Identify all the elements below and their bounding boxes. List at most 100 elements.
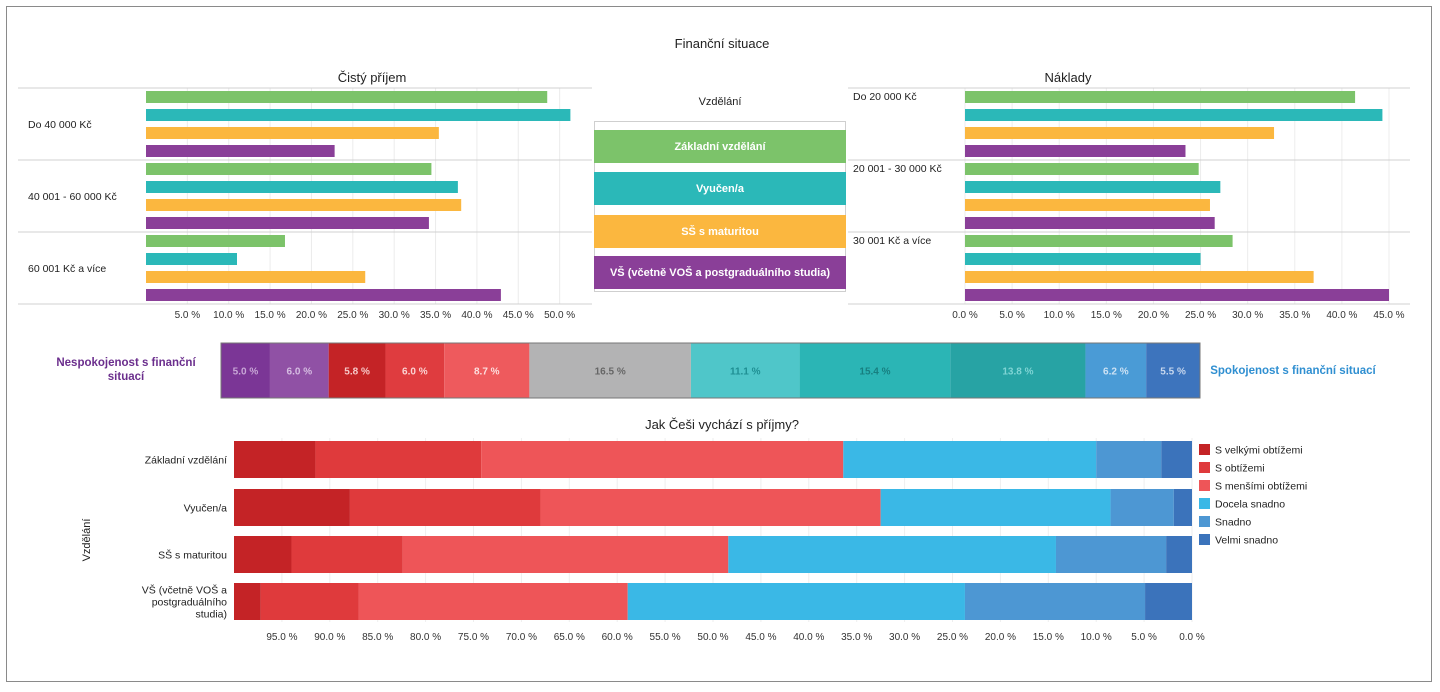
segment <box>1110 489 1174 526</box>
segment-label: 8.7 % <box>474 367 500 378</box>
legend-ss: SŠ s maturitou <box>594 215 846 248</box>
segment <box>1173 489 1192 526</box>
x-tick-label: 40.0 % <box>793 632 824 643</box>
segment <box>880 489 1111 526</box>
x-tick-label: 80.0 % <box>410 632 441 643</box>
bar <box>146 127 439 139</box>
segment <box>315 441 482 478</box>
x-tick-label: 10.0 % <box>1044 310 1075 321</box>
category-label: Vyučen/a <box>184 503 228 515</box>
x-tick-label: 30.0 % <box>1232 310 1263 321</box>
category-label: Základní vzdělání <box>145 455 227 467</box>
segment-label: 5.8 % <box>344 367 370 378</box>
segment <box>1161 441 1192 478</box>
category-label: 60 001 Kč a více <box>28 263 106 275</box>
segment <box>234 441 316 478</box>
x-tick-label: 20.0 % <box>296 310 327 321</box>
bar <box>965 91 1356 103</box>
segment <box>1096 441 1162 478</box>
bar <box>965 163 1199 175</box>
satisfaction-label: Spokojenost s finanční situací <box>1210 365 1376 377</box>
bar <box>965 181 1221 193</box>
segment <box>328 343 386 398</box>
segment <box>269 343 329 398</box>
segment-label: 16.5 % <box>595 367 626 378</box>
legend-swatch <box>1199 480 1210 491</box>
category-label: VŠ (včetně VOŠ a postgraduálního studia) <box>142 584 227 621</box>
bar <box>146 217 429 229</box>
x-tick-label: 45.0 % <box>1373 310 1404 321</box>
legend-label: Snadno <box>1215 517 1251 529</box>
legend-swatch <box>1199 462 1210 473</box>
education-legend-frame <box>594 121 846 292</box>
x-tick-label: 10.0 % <box>213 310 244 321</box>
bar <box>965 235 1233 247</box>
segment-label: 6.2 % <box>1103 367 1129 378</box>
education-legend-title: Vzdělání <box>698 96 742 108</box>
x-tick-label: 70.0 % <box>506 632 537 643</box>
segment <box>1055 536 1167 573</box>
strip-border <box>220 342 1201 399</box>
legend-label: Velmi snadno <box>1215 535 1278 547</box>
bar <box>146 235 285 247</box>
bar <box>965 289 1389 301</box>
segment <box>529 343 691 398</box>
segment <box>1146 343 1200 398</box>
bar <box>146 271 366 283</box>
x-tick-label: 30.0 % <box>379 310 410 321</box>
bar <box>965 217 1215 229</box>
x-tick-label: 25.0 % <box>937 632 968 643</box>
legend-swatch <box>1199 444 1210 455</box>
income-coping-chart: Jak Češi vychází s příjmy? Vzdělání 95.0 %… <box>81 417 1307 643</box>
segment <box>1085 343 1147 398</box>
legend-label: Docela snadno <box>1215 499 1285 511</box>
segment <box>291 536 403 573</box>
x-tick-label: 45.0 % <box>503 310 534 321</box>
x-tick-label: 45.0 % <box>745 632 776 643</box>
segment <box>843 441 1097 478</box>
costs-chart: Náklady 0.0 % 5.0 % 10.0 % 15.0 % 20.0 % 25.0 … <box>848 70 1410 321</box>
bar <box>146 253 237 265</box>
bar <box>965 253 1201 265</box>
bar <box>146 163 432 175</box>
x-tick-label: 25.0 % <box>337 310 368 321</box>
segment <box>234 489 350 526</box>
category-label: Do 20 000 Kč <box>853 91 917 103</box>
segment-label: 13.8 % <box>1002 367 1033 378</box>
chart-title: Náklady <box>1045 70 1092 85</box>
category-label: 30 001 Kč a více <box>853 235 931 247</box>
legend-label: S menšími obtížemi <box>1215 481 1307 493</box>
x-tick-label: 50.0 % <box>544 310 575 321</box>
main-title: Finanční situace <box>675 36 770 51</box>
x-tick-label: 25.0 % <box>1185 310 1216 321</box>
segment-label: 11.1 % <box>730 367 761 378</box>
segment <box>627 583 965 620</box>
legend-label: S obtížemi <box>1215 463 1265 475</box>
segment-label: 6.0 % <box>287 367 313 378</box>
x-tick-label: 85.0 % <box>362 632 393 643</box>
segment <box>385 343 445 398</box>
segment <box>349 489 541 526</box>
x-tick-label: 10.0 % <box>1081 632 1112 643</box>
segment <box>540 489 881 526</box>
x-tick-label: 15.0 % <box>255 310 286 321</box>
legend-zakladni: Základní vzdělání <box>594 130 846 163</box>
x-tick-label: 0.0 % <box>1179 632 1205 643</box>
category-label: 40 001 - 60 000 Kč <box>28 191 117 203</box>
legend-swatch <box>1199 498 1210 509</box>
x-tick-label: 5.0 % <box>175 310 201 321</box>
income-chart: Čistý příjem 5.0 % 10.0 % 15.0 % 20.0 % 25.0 … <box>18 70 592 321</box>
x-tick-label: 15.0 % <box>1091 310 1122 321</box>
bar <box>146 145 335 157</box>
segment <box>481 441 844 478</box>
legend-vyucen: Vyučen/a <box>594 172 846 205</box>
segment <box>950 343 1086 398</box>
x-tick-label: 30.0 % <box>889 632 920 643</box>
segment <box>221 343 270 398</box>
x-tick-label: 40.0 % <box>1326 310 1357 321</box>
dissatisfaction-label: Nespokojenost s finanční situací <box>56 357 196 383</box>
bar <box>146 91 548 103</box>
x-tick-label: 5.0 % <box>1131 632 1157 643</box>
x-tick-label: 35.0 % <box>1279 310 1310 321</box>
